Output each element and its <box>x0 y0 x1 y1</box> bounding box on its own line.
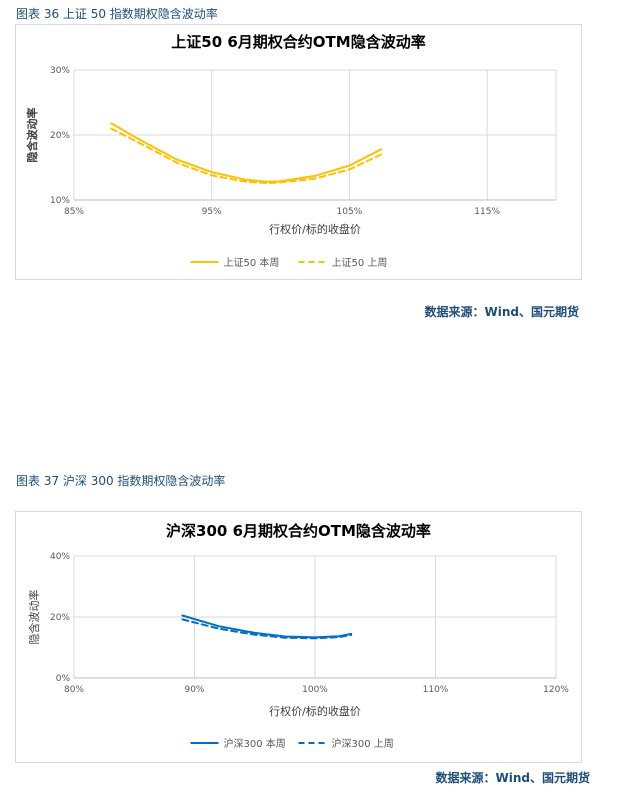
legend-label: 沪深300 本周 <box>224 737 286 750</box>
series-line <box>181 614 353 639</box>
figure-caption-2: 图表 37 沪深 300 指数期权隐含波动率 <box>16 474 226 488</box>
series-line <box>110 127 383 185</box>
chart-svg: 上证50 6月期权合约OTM隐含波动率 10% 20% 30% 85% 95% 105% 11… <box>25 33 557 269</box>
data-source-1: 数据来源：Wind、国元期货 <box>424 305 579 319</box>
y-tick-label: 0% <box>56 674 71 684</box>
y-tick-label: 10% <box>50 196 70 206</box>
chart-sse50-iv: 上证50 6月期权合约OTM隐含波动率 10% 20% 30% 85% 95% 105% 11… <box>15 24 582 280</box>
y-tick-label: 20% <box>50 131 70 141</box>
y-tick-label: 30% <box>50 66 70 76</box>
chart-title: 沪深300 6月期权合约OTM隐含波动率 <box>166 522 431 540</box>
x-axis-label: 行权价/标的收盘价 <box>269 704 361 718</box>
y-tick-label: 40% <box>50 552 70 562</box>
legend-label: 上证50 本周 <box>224 256 280 269</box>
legend: 上证50 本周 上证50 上周 <box>190 256 388 269</box>
y-tick-label: 20% <box>50 613 70 623</box>
legend-label: 上证50 上周 <box>332 257 388 269</box>
x-tick-label: 85% <box>64 207 84 217</box>
figure-caption-1: 图表 36 上证 50 指数期权隐含波动率 <box>16 7 218 21</box>
x-tick-label: 80% <box>64 685 84 695</box>
chart-csi300-iv: 沪深300 6月期权合约OTM隐含波动率 0% 20% 40% 80% 90% 100% 11… <box>15 511 582 763</box>
x-tick-label: 105% <box>337 207 363 217</box>
x-tick-label: 90% <box>184 685 204 695</box>
legend: 沪深300 本周 沪深300 上周 <box>190 737 394 750</box>
x-axis-label: 行权价/标的收盘价 <box>269 222 361 236</box>
x-tick-label: 95% <box>202 207 222 217</box>
legend-label: 沪深300 上周 <box>332 737 394 750</box>
series-line <box>181 618 353 640</box>
series-line <box>110 122 383 183</box>
x-tick-label: 120% <box>543 685 569 695</box>
chart-title: 上证50 6月期权合约OTM隐含波动率 <box>171 33 425 51</box>
x-tick-label: 100% <box>302 685 328 695</box>
x-tick-label: 110% <box>423 685 449 695</box>
data-source-2: 数据来源：Wind、国元期货 <box>435 771 590 785</box>
x-tick-label: 115% <box>474 207 500 217</box>
y-axis-label: 隐含波动率 <box>27 590 41 645</box>
y-axis-label: 隐含波动率 <box>25 108 39 163</box>
chart-svg: 沪深300 6月期权合约OTM隐含波动率 0% 20% 40% 80% 90% 100% 11… <box>27 522 569 750</box>
